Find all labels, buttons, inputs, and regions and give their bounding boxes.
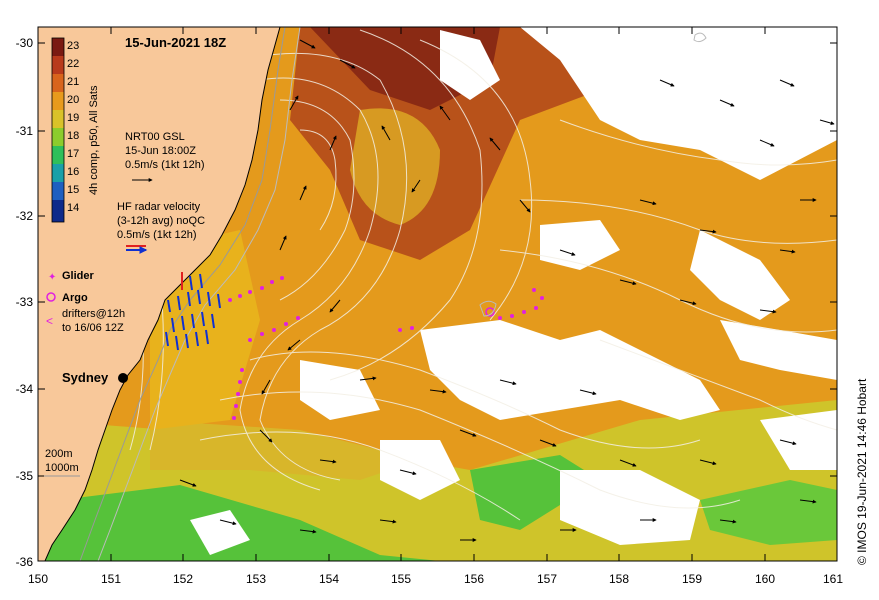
argo-float (485, 307, 495, 317)
lon-label: 160 (755, 572, 775, 586)
colorbar-value: 23 (67, 40, 79, 52)
colorbar-swatch (52, 128, 64, 146)
grey-contour-feature (479, 300, 497, 317)
gsl-time: 15-Jun 18:00Z (125, 145, 196, 157)
axis-ticks (38, 27, 837, 561)
colorbar-value: 18 (67, 130, 79, 142)
colorbar-value: 16 (67, 166, 79, 178)
cloud-mask (190, 27, 837, 555)
latitude-labels: -30 -31 -32 -33 -34 -35 -36 (16, 36, 34, 569)
credit-text: © IMOS 19-Jun-2021 14:46 Hobart (855, 378, 869, 565)
depth-legend: 200m 1000m (44, 448, 80, 477)
argo-icon (46, 292, 56, 302)
sst-yellow-band (150, 420, 420, 480)
colorbar-swatch (52, 56, 64, 74)
lat-label: -31 (16, 124, 34, 138)
lon-label: 153 (246, 572, 266, 586)
ssh-contours (129, 29, 837, 521)
hf-sub: (3-12h avg) noQC (117, 215, 205, 227)
lat-label: -33 (16, 295, 34, 309)
glider-label: Glider (62, 270, 95, 282)
colorbar-label: 4h comp, p50, All Sats (88, 85, 100, 195)
longitude-labels: 150 151 152 153 154 155 156 157 158 159 … (28, 572, 843, 586)
drifters-label-2: to 16/06 12Z (62, 322, 124, 334)
lat-label: -35 (16, 469, 34, 483)
colorbar-value: 22 (67, 58, 79, 70)
lon-label: 157 (537, 572, 557, 586)
colorbar-value: 15 (67, 184, 79, 196)
depth-1000-label: 1000m (45, 462, 79, 474)
map-plot-area (38, 27, 837, 561)
lat-label: -30 (16, 36, 34, 50)
sst-green-south (38, 485, 440, 561)
hf-radar-vectors (165, 273, 221, 351)
colorbar-swatch (52, 38, 64, 56)
depth-200-label: 200m (45, 448, 73, 460)
colorbar-swatch (52, 182, 64, 200)
lat-label: -32 (16, 209, 34, 223)
plot-frame (37, 26, 838, 562)
argo-label: Argo (62, 292, 88, 304)
lon-label: 161 (823, 572, 843, 586)
grey-contour-feature-2 (693, 32, 707, 43)
isobath-1000m (97, 27, 301, 561)
colorbar-swatch (52, 74, 64, 92)
colorbar-value: 20 (67, 94, 79, 106)
lon-label: 150 (28, 572, 48, 586)
hf-title: HF radar velocity (117, 201, 201, 213)
lon-label: 154 (319, 572, 339, 586)
gsl-velocity-arrows (179, 39, 835, 542)
colorbar-value: 21 (67, 76, 79, 88)
hf-scale: 0.5m/s (1kt 12h) (117, 229, 196, 241)
colorbar-value: 19 (67, 112, 79, 124)
lon-label: 155 (391, 572, 411, 586)
gsl-title: NRT00 GSL (125, 131, 185, 143)
colorbar-value: 17 (67, 148, 79, 160)
drifters-label-1: drifters@12h (62, 308, 125, 320)
colorbar-swatch (52, 200, 64, 222)
gsl-scale: 0.5m/s (1kt 12h) (125, 159, 204, 171)
drifter-icon: < (46, 314, 53, 328)
lon-label: 151 (101, 572, 121, 586)
colorbar-swatch (52, 110, 64, 128)
colorbar-swatch (52, 92, 64, 110)
sydney-marker (118, 373, 128, 383)
glider-icon: ✦ (48, 272, 56, 283)
lon-label: 159 (682, 572, 702, 586)
lon-label: 158 (609, 572, 629, 586)
lat-label: -36 (16, 555, 34, 569)
isobath-200m (79, 27, 286, 561)
lon-label: 156 (464, 572, 484, 586)
sst-green-far-east (700, 480, 837, 545)
colorbar-swatch (52, 146, 64, 164)
lat-label: -34 (16, 382, 34, 396)
land-mass (38, 27, 281, 561)
date-title: 15-Jun-2021 18Z (125, 35, 226, 50)
place-sydney: Sydney (62, 370, 109, 385)
lon-label: 152 (173, 572, 193, 586)
drifter-tracks (228, 276, 544, 420)
colorbar-value: 14 (67, 202, 79, 214)
colorbar-swatch (52, 164, 64, 182)
legend: NRT00 GSL 15-Jun 18:00Z 0.5m/s (1kt 12h)… (46, 131, 205, 334)
colorbar: 23 22 21 20 19 18 17 16 15 14 4h comp, p… (51, 37, 100, 223)
